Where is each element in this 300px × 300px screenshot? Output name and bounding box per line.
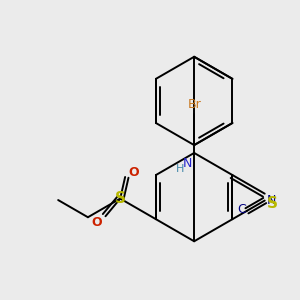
Text: Br: Br (187, 98, 201, 111)
Text: H: H (176, 164, 184, 174)
Text: O: O (91, 216, 102, 229)
Text: O: O (128, 166, 139, 178)
Text: C: C (237, 203, 246, 216)
Text: S: S (267, 196, 278, 211)
Text: N: N (267, 194, 276, 207)
Text: N: N (183, 157, 192, 170)
Text: S: S (115, 191, 126, 206)
